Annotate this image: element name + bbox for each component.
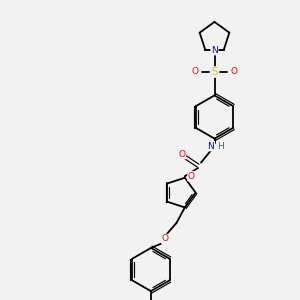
Text: N: N	[211, 46, 218, 55]
Text: S: S	[211, 67, 218, 77]
Text: H: H	[217, 142, 224, 151]
Text: N: N	[208, 142, 214, 151]
Text: O: O	[162, 234, 169, 243]
Text: O: O	[230, 68, 237, 76]
Text: O: O	[188, 172, 195, 181]
Text: O: O	[192, 68, 199, 76]
Text: O: O	[178, 150, 185, 159]
